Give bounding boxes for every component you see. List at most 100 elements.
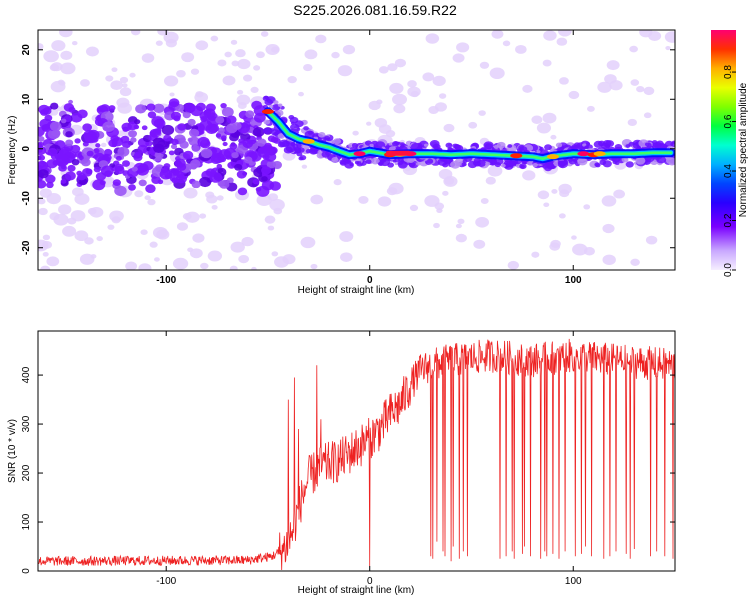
noise-blob: [238, 254, 250, 264]
noise-blob: [40, 265, 51, 270]
band-blob: [621, 157, 629, 163]
noise-blob: [287, 76, 297, 84]
band-blob: [298, 156, 304, 161]
noise-blob: [154, 257, 160, 262]
band-blob: [198, 129, 205, 135]
band-blob: [253, 112, 266, 123]
noise-blob: [643, 112, 652, 119]
band-blob: [173, 115, 181, 122]
noise-blob: [71, 41, 78, 46]
noise-blob: [645, 235, 658, 245]
band-blob: [134, 151, 142, 158]
noise-blob: [507, 260, 519, 270]
noise-blob: [393, 104, 406, 114]
noise-blob: [267, 225, 275, 231]
noise-blob: [85, 46, 99, 57]
noise-blob: [111, 67, 118, 72]
noise-blob: [550, 134, 557, 140]
band-blob: [207, 123, 220, 133]
noise-blob: [340, 252, 353, 262]
chart-title: S225.2026.081.16.59.R22: [293, 2, 457, 18]
band-blob: [394, 162, 399, 166]
noise-blob: [602, 254, 616, 265]
band-blob: [99, 180, 106, 186]
ridge-hotspot: [510, 153, 523, 159]
noise-blob: [130, 30, 141, 36]
ridge-hotspot: [546, 154, 559, 160]
noise-blob: [194, 92, 209, 103]
noise-blob: [479, 61, 490, 69]
band-blob: [200, 116, 208, 122]
noise-blob: [536, 122, 552, 134]
band-blob: [296, 151, 303, 157]
band-blob: [264, 152, 277, 162]
noise-blob: [100, 142, 107, 148]
y-tick-label: 0: [21, 146, 32, 152]
band-blob: [134, 119, 141, 125]
noise-blob: [568, 90, 580, 100]
ridge-hotspot: [261, 109, 274, 115]
x-tick-label: -100: [156, 275, 176, 286]
noise-blob: [231, 60, 240, 67]
band-blob: [509, 160, 517, 167]
band-blob: [38, 160, 49, 171]
band-blob: [262, 127, 271, 134]
band-blob: [544, 144, 552, 151]
band-blob: [38, 180, 47, 189]
noise-blob: [664, 31, 675, 43]
band-blob: [160, 167, 168, 174]
ridge-hotspot: [386, 150, 411, 156]
snr-ticks: -100 0 100 0 100 200 300 400: [21, 331, 675, 587]
snr-ylabel: SNR (10 * v/v): [7, 419, 18, 483]
noise-blob: [301, 164, 308, 169]
noise-blob: [107, 224, 115, 230]
band-blob: [219, 156, 227, 163]
band-blob: [60, 178, 67, 184]
noise-blob: [432, 75, 446, 87]
noise-blob: [211, 204, 218, 210]
noise-blob: [41, 240, 53, 249]
band-blob: [117, 146, 130, 157]
noise-blob: [43, 50, 59, 63]
band-blob: [252, 178, 260, 185]
noise-blob: [59, 30, 73, 38]
noise-blob: [480, 197, 489, 205]
noise-blob: [46, 256, 60, 267]
noise-blob: [583, 204, 591, 210]
noise-blob: [134, 190, 144, 198]
band-blob: [501, 163, 506, 168]
noise-blob: [152, 226, 168, 239]
noise-blob: [138, 263, 152, 270]
noise-blob: [149, 241, 158, 248]
band-blob: [50, 102, 59, 110]
band-blob: [60, 118, 67, 124]
noise-blob: [50, 62, 63, 72]
noise-blob: [551, 189, 558, 194]
band-blob: [38, 145, 47, 156]
noise-blob: [200, 262, 209, 270]
band-blob: [52, 159, 60, 166]
noise-blob: [438, 93, 447, 99]
band-blob: [83, 130, 96, 141]
band-blob: [67, 164, 76, 172]
band-blob: [93, 148, 100, 154]
band-blob: [100, 165, 114, 177]
band-blob: [135, 104, 147, 114]
noise-blob: [473, 239, 486, 249]
band-blob: [215, 116, 225, 124]
noise-blob: [542, 112, 557, 124]
band-blob: [190, 159, 201, 169]
band-blob: [234, 163, 243, 171]
band-blob: [532, 163, 538, 168]
noise-blob: [489, 67, 505, 80]
band-blob: [582, 143, 587, 147]
band-blob: [288, 114, 295, 120]
noise-blob: [665, 46, 671, 51]
noise-blob: [237, 58, 251, 70]
noise-blob: [90, 254, 97, 259]
band-blob: [546, 162, 555, 170]
noise-blob: [558, 213, 566, 219]
noise-blob: [392, 93, 407, 106]
band-blob: [267, 135, 276, 142]
band-blob: [74, 138, 81, 144]
